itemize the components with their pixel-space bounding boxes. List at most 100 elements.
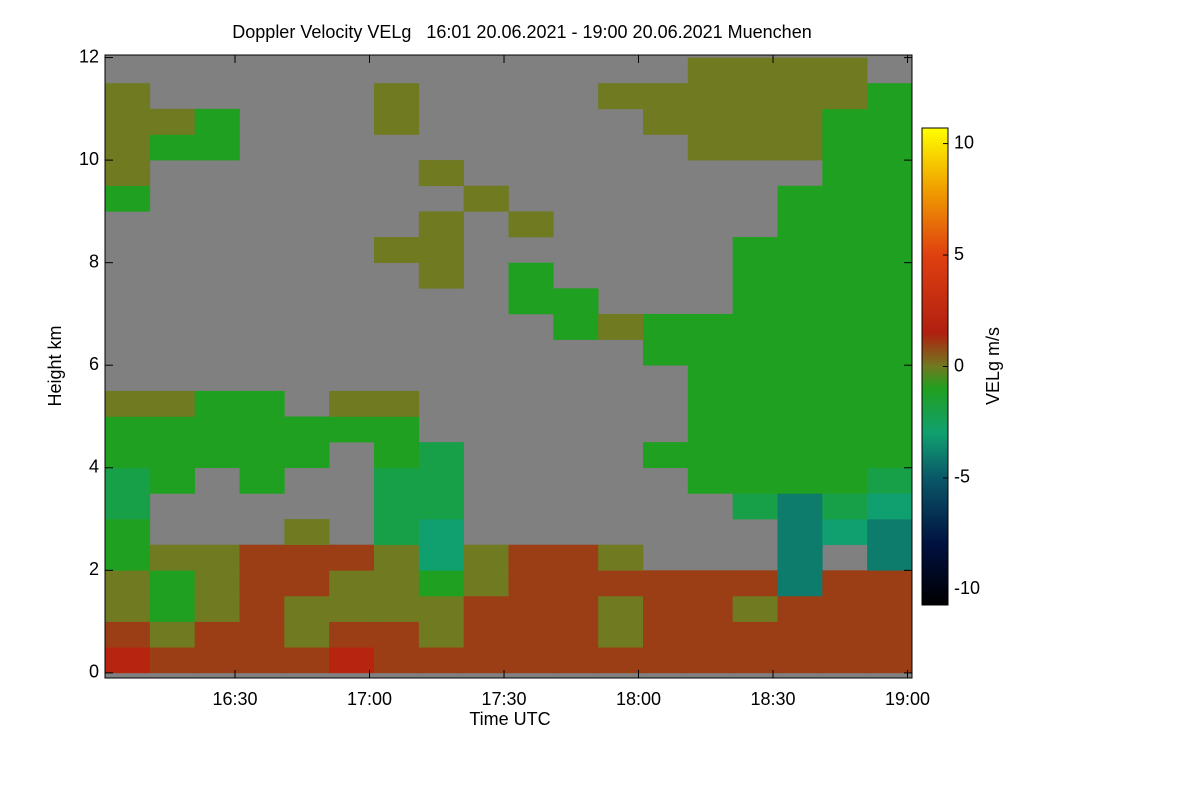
heatmap-cell: [239, 416, 285, 443]
heatmap-cell: [687, 83, 733, 110]
heatmap-cell: [777, 467, 823, 494]
heatmap-cell: [418, 519, 464, 545]
heatmap-cell: [867, 83, 913, 110]
heatmap-cell: [732, 57, 778, 84]
heatmap-cell: [732, 339, 778, 366]
heatmap-cell: [149, 416, 195, 443]
heatmap-cell: [777, 185, 823, 212]
heatmap-cell: [194, 108, 240, 135]
heatmap-cell: [687, 313, 733, 340]
heatmap-cell: [777, 544, 823, 571]
heatmap-cell: [822, 237, 868, 263]
heatmap-cell: [105, 621, 151, 648]
heatmap-cell: [687, 442, 733, 469]
heatmap-cell: [732, 621, 778, 648]
colorbar-tick-label: 0: [954, 355, 964, 375]
heatmap-cell: [105, 467, 151, 494]
heatmap-cell: [598, 544, 644, 571]
heatmap-cell: [867, 365, 913, 392]
heatmap-cell: [463, 647, 509, 674]
heatmap-cell: [284, 595, 330, 622]
heatmap-cell: [867, 416, 913, 443]
heatmap-cell: [732, 83, 778, 110]
heatmap-cell: [194, 390, 240, 417]
heatmap-cell: [867, 237, 913, 263]
heatmap-cell: [105, 570, 151, 597]
heatmap-cell: [194, 595, 240, 622]
heatmap-cell: [687, 467, 733, 494]
heatmap-cell: [418, 467, 464, 494]
heatmap-cell: [149, 134, 195, 161]
heatmap-cell: [687, 570, 733, 597]
heatmap-cell: [329, 390, 375, 417]
heatmap-cell: [822, 313, 868, 340]
heatmap-cell: [374, 493, 420, 520]
heatmap-cell: [777, 416, 823, 443]
heatmap-cell: [822, 416, 868, 443]
heatmap-cell: [643, 595, 689, 622]
x-tick-label: 18:30: [750, 689, 795, 709]
heatmap-cell: [508, 647, 554, 674]
colorbar-tick-label: -10: [954, 578, 980, 598]
heatmap-cell: [822, 365, 868, 392]
heatmap-cell: [822, 185, 868, 212]
heatmap-cell: [777, 313, 823, 340]
heatmap-cell: [643, 442, 689, 469]
heatmap-cell: [508, 621, 554, 648]
y-axis-label: Height km: [45, 325, 65, 406]
heatmap-cell: [149, 108, 195, 135]
heatmap-cell: [105, 647, 151, 674]
heatmap-cell: [643, 108, 689, 135]
heatmap-cell: [105, 519, 151, 545]
heatmap-cell: [149, 570, 195, 597]
heatmap-cell: [777, 390, 823, 417]
heatmap-cell: [149, 544, 195, 571]
heatmap-cell: [553, 313, 599, 340]
heatmap-cell: [867, 134, 913, 161]
heatmap-cell: [239, 647, 285, 674]
colorbar-label: VELg m/s: [983, 327, 1003, 405]
heatmap-cell: [822, 211, 868, 238]
heatmap-cell: [374, 647, 420, 674]
heatmap-cell: [239, 467, 285, 494]
heatmap-cell: [732, 390, 778, 417]
heatmap-cell: [777, 57, 823, 84]
heatmap-cell: [284, 544, 330, 571]
heatmap-cell: [418, 621, 464, 648]
heatmap-cell: [822, 467, 868, 494]
heatmap-cell: [732, 288, 778, 315]
x-axis-label: Time UTC: [469, 709, 550, 729]
heatmap-cell: [553, 621, 599, 648]
heatmap-cell: [643, 339, 689, 366]
heatmap-cell: [732, 595, 778, 622]
heatmap-cell: [374, 416, 420, 443]
heatmap-cell: [687, 339, 733, 366]
heatmap-cell: [867, 211, 913, 238]
heatmap-cell: [777, 493, 823, 520]
heatmap-cell: [687, 390, 733, 417]
heatmap-cell: [329, 570, 375, 597]
heatmap-cell: [239, 595, 285, 622]
heatmap-cell: [105, 134, 151, 161]
y-tick-label: 10: [79, 149, 99, 169]
heatmap-cell: [822, 134, 868, 161]
heatmap-cell: [732, 493, 778, 520]
heatmap-cell: [194, 647, 240, 674]
colorbar-tick-label: 10: [954, 132, 974, 152]
heatmap-cell: [777, 339, 823, 366]
heatmap-cell: [777, 595, 823, 622]
heatmap-cell: [418, 262, 464, 289]
heatmap-cell: [284, 416, 330, 443]
chart-title: Doppler Velocity VELg 16:01 20.06.2021 -…: [232, 22, 811, 42]
heatmap-cell: [822, 108, 868, 135]
heatmap-cell: [418, 493, 464, 520]
heatmap-cell: [867, 288, 913, 315]
y-tick-label: 8: [89, 251, 99, 271]
heatmap-cell: [777, 134, 823, 161]
y-tick-label: 6: [89, 354, 99, 374]
heatmap-cell: [105, 185, 151, 212]
heatmap-cell: [194, 134, 240, 161]
heatmap-cell: [105, 416, 151, 443]
heatmap-cell: [329, 647, 375, 674]
heatmap-cell: [687, 416, 733, 443]
